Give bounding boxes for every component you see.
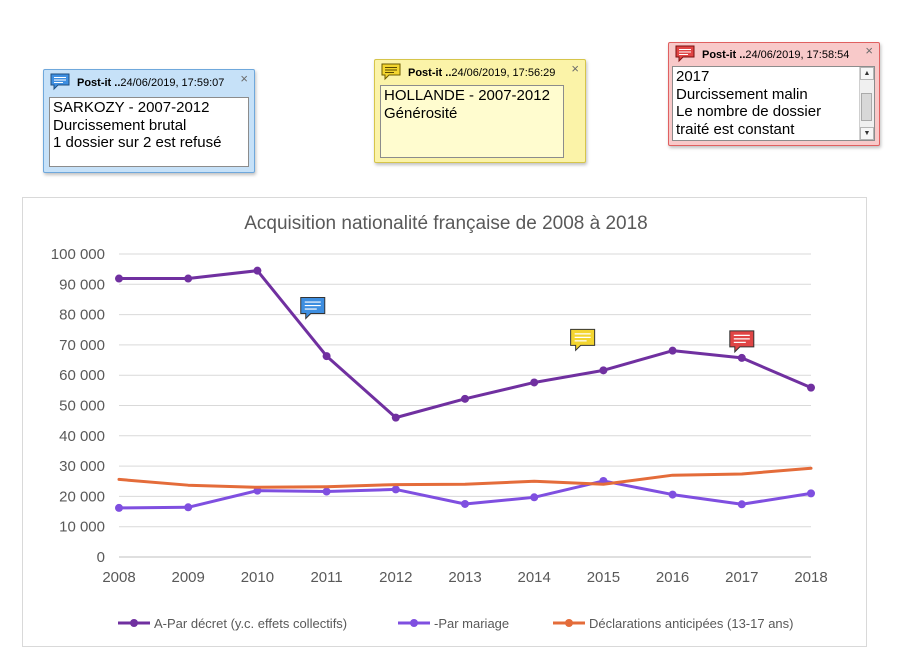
data-point-par-mariage xyxy=(530,493,539,502)
data-point-par-mariage xyxy=(322,487,331,496)
speech-bubble-icon xyxy=(50,73,70,91)
speech-bubble-icon xyxy=(675,45,695,63)
y-tick-label: 10 000 xyxy=(59,519,105,536)
data-point-par-mariage xyxy=(115,503,123,512)
close-icon[interactable]: × xyxy=(240,71,248,86)
y-tick-label: 50 000 xyxy=(59,398,105,415)
data-point-a-par-d-cret-y-c-effets-collectifs xyxy=(461,394,469,403)
vertical-scrollbar[interactable]: ▲ ▼ xyxy=(859,67,874,140)
postit-header[interactable]: Post-it ..24/06/2019, 17:59:07 × xyxy=(44,70,254,92)
data-point-par-mariage xyxy=(737,500,746,509)
y-tick-label: 60 000 xyxy=(59,367,105,384)
speech-bubble-shape xyxy=(300,297,326,320)
legend-label: -Par mariage xyxy=(434,616,509,631)
data-point-par-mariage xyxy=(461,499,469,508)
speech-bubble-shape xyxy=(729,330,755,354)
x-tick-label: 2017 xyxy=(725,569,758,586)
x-tick-label: 2008 xyxy=(102,569,135,586)
x-tick-label: 2009 xyxy=(172,569,205,586)
speech-bubble-shape xyxy=(570,328,596,352)
x-tick-label: 2010 xyxy=(241,569,274,586)
postit-line: Générosité xyxy=(384,104,458,122)
postit-text-area[interactable]: HOLLANDE - 2007-2012 Générosité xyxy=(380,85,564,158)
data-point-a-par-d-cret-y-c-effets-collectifs xyxy=(184,274,193,283)
data-point-a-par-d-cret-y-c-effets-collectifs xyxy=(599,366,608,375)
postit-line: traité est constant xyxy=(676,120,795,138)
y-tick-label: 100 000 xyxy=(51,246,105,263)
line-chart: Acquisition nationalité française de 200… xyxy=(22,197,867,647)
data-point-a-par-d-cret-y-c-effets-collectifs xyxy=(530,378,539,387)
postit-note-2017[interactable]: Post-it ..24/06/2019, 17:58:54 × 2017 Du… xyxy=(668,42,880,146)
postit-line: Durcissement malin xyxy=(676,85,808,103)
data-point-par-mariage xyxy=(807,489,815,498)
x-tick-label: 2011 xyxy=(310,569,342,586)
data-point-a-par-d-cret-y-c-effets-collectifs xyxy=(391,413,400,422)
postit-line: SARKOZY - 2007-2012 xyxy=(53,99,210,116)
legend-swatch-marker xyxy=(410,619,418,627)
speech-bubble-icon xyxy=(381,63,401,81)
data-point-a-par-d-cret-y-c-effets-collectifs xyxy=(253,266,262,275)
scroll-up-arrow-icon[interactable]: ▲ xyxy=(860,67,874,80)
data-point-par-mariage xyxy=(668,490,677,499)
data-point-par-mariage xyxy=(391,485,400,494)
legend-label: Déclarations anticipées (13-17 ans) xyxy=(589,616,794,631)
y-tick-label: 40 000 xyxy=(59,428,105,445)
x-tick-label: 2012 xyxy=(379,569,412,586)
legend-swatch-marker xyxy=(130,619,138,627)
blue-note-marker-speech-bubble-icon xyxy=(300,297,326,320)
postit-line: Durcissement brutal xyxy=(53,116,187,134)
series-line-d-clarations-anticip-es-13-17-ans xyxy=(117,466,813,489)
y-tick-label: 20 000 xyxy=(59,488,105,505)
yellow-note-marker-speech-bubble-icon xyxy=(570,328,596,352)
x-tick-label: 2018 xyxy=(794,569,827,586)
chart-title: Acquisition nationalité française de 200… xyxy=(244,213,648,234)
postit-title: Post-it ..24/06/2019, 17:59:07 xyxy=(77,77,225,89)
data-point-a-par-d-cret-y-c-effets-collectifs xyxy=(115,274,123,283)
postit-text-area[interactable]: 2017 Durcissement malin Le nombre de dos… xyxy=(672,66,875,141)
postit-header[interactable]: Post-it ..24/06/2019, 17:58:54 × xyxy=(669,43,879,65)
postit-line: 2017 xyxy=(676,68,710,85)
data-point-a-par-d-cret-y-c-effets-collectifs xyxy=(737,353,746,362)
legend-label: A-Par décret (y.c. effets collectifs) xyxy=(154,616,347,631)
chart-canvas: Acquisition nationalité française de 200… xyxy=(51,213,828,631)
postit-header[interactable]: Post-it ..24/06/2019, 17:56:29 × xyxy=(375,60,585,82)
y-tick-label: 90 000 xyxy=(59,276,105,293)
y-tick-label: 80 000 xyxy=(59,307,105,324)
data-point-a-par-d-cret-y-c-effets-collectifs xyxy=(322,352,331,361)
postit-note-hollande[interactable]: Post-it ..24/06/2019, 17:56:29 × HOLLAND… xyxy=(374,59,586,163)
postit-line: HOLLANDE - 2007-2012 xyxy=(384,87,550,104)
y-tick-label: 30 000 xyxy=(59,458,105,475)
close-icon[interactable]: × xyxy=(865,43,873,58)
y-tick-label: 70 000 xyxy=(59,337,105,354)
postit-note-sarkozy[interactable]: Post-it ..24/06/2019, 17:59:07 × SARKOZY… xyxy=(43,69,255,173)
data-point-par-mariage xyxy=(184,503,193,512)
data-point-a-par-d-cret-y-c-effets-collectifs xyxy=(668,346,677,355)
postit-line: 1 dossier sur 2 est refusé xyxy=(53,134,222,151)
postit-title: Post-it ..24/06/2019, 17:56:29 xyxy=(408,67,556,79)
scroll-thumb[interactable] xyxy=(861,93,872,121)
x-tick-label: 2015 xyxy=(587,569,620,586)
x-tick-label: 2013 xyxy=(448,569,481,586)
postit-text-area[interactable]: SARKOZY - 2007-2012 Durcissement brutal … xyxy=(49,97,249,167)
close-icon[interactable]: × xyxy=(571,61,579,76)
scroll-down-arrow-icon[interactable]: ▼ xyxy=(860,127,874,140)
red-note-marker-speech-bubble-icon xyxy=(729,330,755,354)
legend-swatch-marker xyxy=(565,619,573,627)
y-tick-label: 0 xyxy=(97,549,105,566)
x-tick-label: 2016 xyxy=(656,569,689,586)
postit-title: Post-it ..24/06/2019, 17:58:54 xyxy=(702,49,850,61)
data-point-a-par-d-cret-y-c-effets-collectifs xyxy=(807,383,815,392)
postit-line: Le nombre de dossier xyxy=(676,103,822,120)
x-tick-label: 2014 xyxy=(518,569,551,586)
